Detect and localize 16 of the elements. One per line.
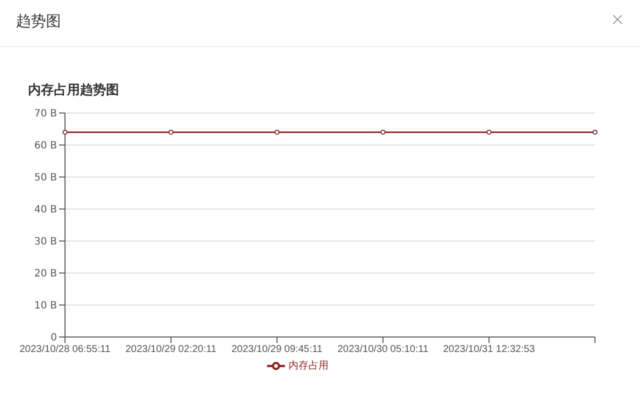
legend-label: 内存占用 (288, 360, 328, 372)
y-tick-label: 30 B (34, 236, 58, 248)
x-tick-label: 2023/10/28 06:55:11 (19, 344, 111, 356)
x-tick-label: 2023/10/29 02:20:11 (125, 344, 217, 356)
y-tick-label: 0 (50, 332, 57, 344)
y-tick-label: 60 B (34, 140, 58, 152)
y-tick-label: 10 B (34, 300, 58, 312)
x-tick-label: 2023/10/29 09:45:11 (231, 344, 323, 356)
y-tick-label: 50 B (34, 172, 58, 184)
x-tick-label: 2023/10/31 12:32:53 (443, 344, 536, 356)
text: 趋势图 (16, 12, 61, 31)
y-tick-label: 40 B (34, 204, 58, 216)
chart-title: 内存占用趋势图 (28, 82, 119, 99)
x-tick-label: 2023/10/30 05:10:11 (337, 344, 429, 356)
y-tick-label: 70 B (34, 108, 58, 120)
y-tick-label: 20 B (34, 268, 58, 280)
